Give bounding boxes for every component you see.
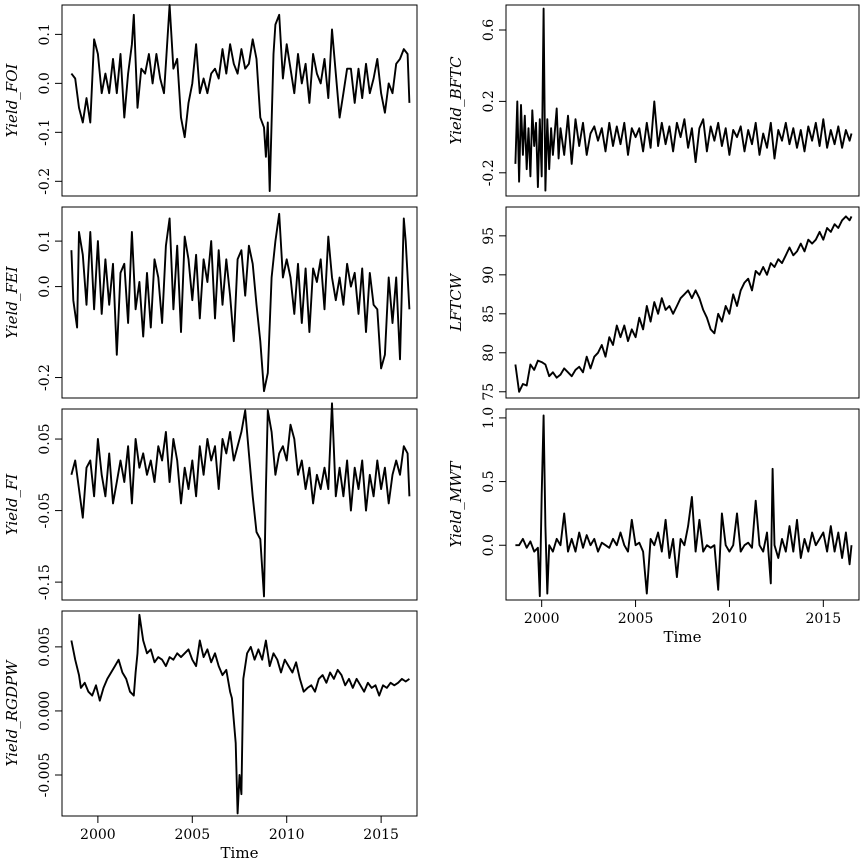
x-axis-label: Time — [221, 844, 259, 860]
y-tick-label: 0.2 — [481, 90, 497, 112]
y-tick-label: -0.2 — [481, 159, 497, 186]
panel-3: -0.15 -0.05 0.05 Yield_FI — [3, 402, 418, 601]
plot-frame — [61, 206, 418, 399]
panel-1: -0.2 -0.1 0.0 0.1 Yield_FOI — [3, 4, 418, 197]
y-tick-label: 0.0 — [37, 72, 53, 94]
x-tick-label: 2005 — [618, 611, 654, 627]
x-tick-label: 2005 — [174, 827, 210, 843]
plot-frame — [61, 408, 418, 601]
y-tick-label: 0.6 — [481, 19, 497, 41]
y-tick-label: 95 — [481, 227, 497, 245]
y-axis-label: Yield_MWT — [447, 461, 465, 548]
y-tick-label: 90 — [481, 266, 497, 284]
panel-5: -0.2 0.2 0.6 Yield_BFTC — [447, 4, 860, 197]
series-line-Yield_FI — [70, 402, 411, 598]
plot-frame — [505, 4, 860, 197]
panel-2: -0.2 0.0 0.1 Yield_FEI — [3, 206, 418, 399]
y-tick-label: 0.1 — [37, 23, 53, 45]
x-tick-label: 2015 — [363, 827, 399, 843]
x-tick-label: 2000 — [524, 611, 560, 627]
y-axis-label: Yield_FEI — [3, 265, 21, 339]
panel-7: 0.0 0.5 1.0 Yield_MWT 2000 2005 2010 2015 Time — [447, 407, 860, 646]
y-axis-label: LFTCW — [447, 272, 465, 332]
x-tick-label: 2010 — [712, 611, 748, 627]
y-axis-label: Yield_RGDPW — [3, 659, 21, 767]
x-tick-label: 2015 — [806, 611, 842, 627]
series-line-Yield_MWT — [515, 414, 853, 598]
y-tick-label: 0.0 — [481, 534, 497, 556]
y-tick-label: 0.005 — [37, 627, 53, 667]
x-tick-label: 2000 — [80, 827, 116, 843]
y-tick-label: -0.2 — [37, 364, 53, 391]
y-tick-label: 0.000 — [37, 691, 53, 731]
x-axis-label: Time — [664, 628, 702, 646]
y-tick-label: 0.0 — [37, 275, 53, 297]
x-tick-label: 2010 — [269, 827, 305, 843]
y-tick-label: 85 — [481, 305, 497, 323]
y-tick-label: -0.2 — [37, 168, 53, 195]
plot-frame — [505, 408, 860, 601]
y-tick-label: 0.1 — [37, 230, 53, 252]
y-tick-label: 75 — [481, 383, 497, 401]
plot-frame — [61, 610, 418, 817]
y-axis-label: Yield_FI — [3, 473, 21, 536]
y-tick-label: -0.05 — [37, 493, 53, 529]
plot-frame — [61, 4, 418, 197]
y-tick-label: -0.15 — [37, 564, 53, 600]
y-tick-label: -0.1 — [37, 119, 53, 146]
y-tick-label: 80 — [481, 344, 497, 362]
plot-frame — [505, 206, 860, 399]
y-tick-label: 0.5 — [481, 470, 497, 492]
series-line-Yield_FEI — [70, 212, 411, 393]
series-line-Yield_FOI — [70, 4, 411, 193]
y-tick-label: 0.05 — [37, 423, 53, 454]
panel-4: -0.005 0.000 0.005 Yield_RGDPW 2000 2005 2010 2… — [3, 610, 418, 860]
series-line-Yield_BFTC — [514, 7, 853, 192]
y-tick-label: -0.005 — [37, 753, 53, 798]
y-axis-label: Yield_FOI — [3, 63, 21, 138]
y-tick-label: 1.0 — [481, 407, 497, 429]
y-axis-label: Yield_BFTC — [447, 56, 465, 145]
panel-6: 75 80 85 90 95 LFTCW — [447, 206, 860, 401]
series-line-Yield_RGDPW — [70, 613, 410, 815]
series-line-LFTCW — [514, 215, 853, 393]
